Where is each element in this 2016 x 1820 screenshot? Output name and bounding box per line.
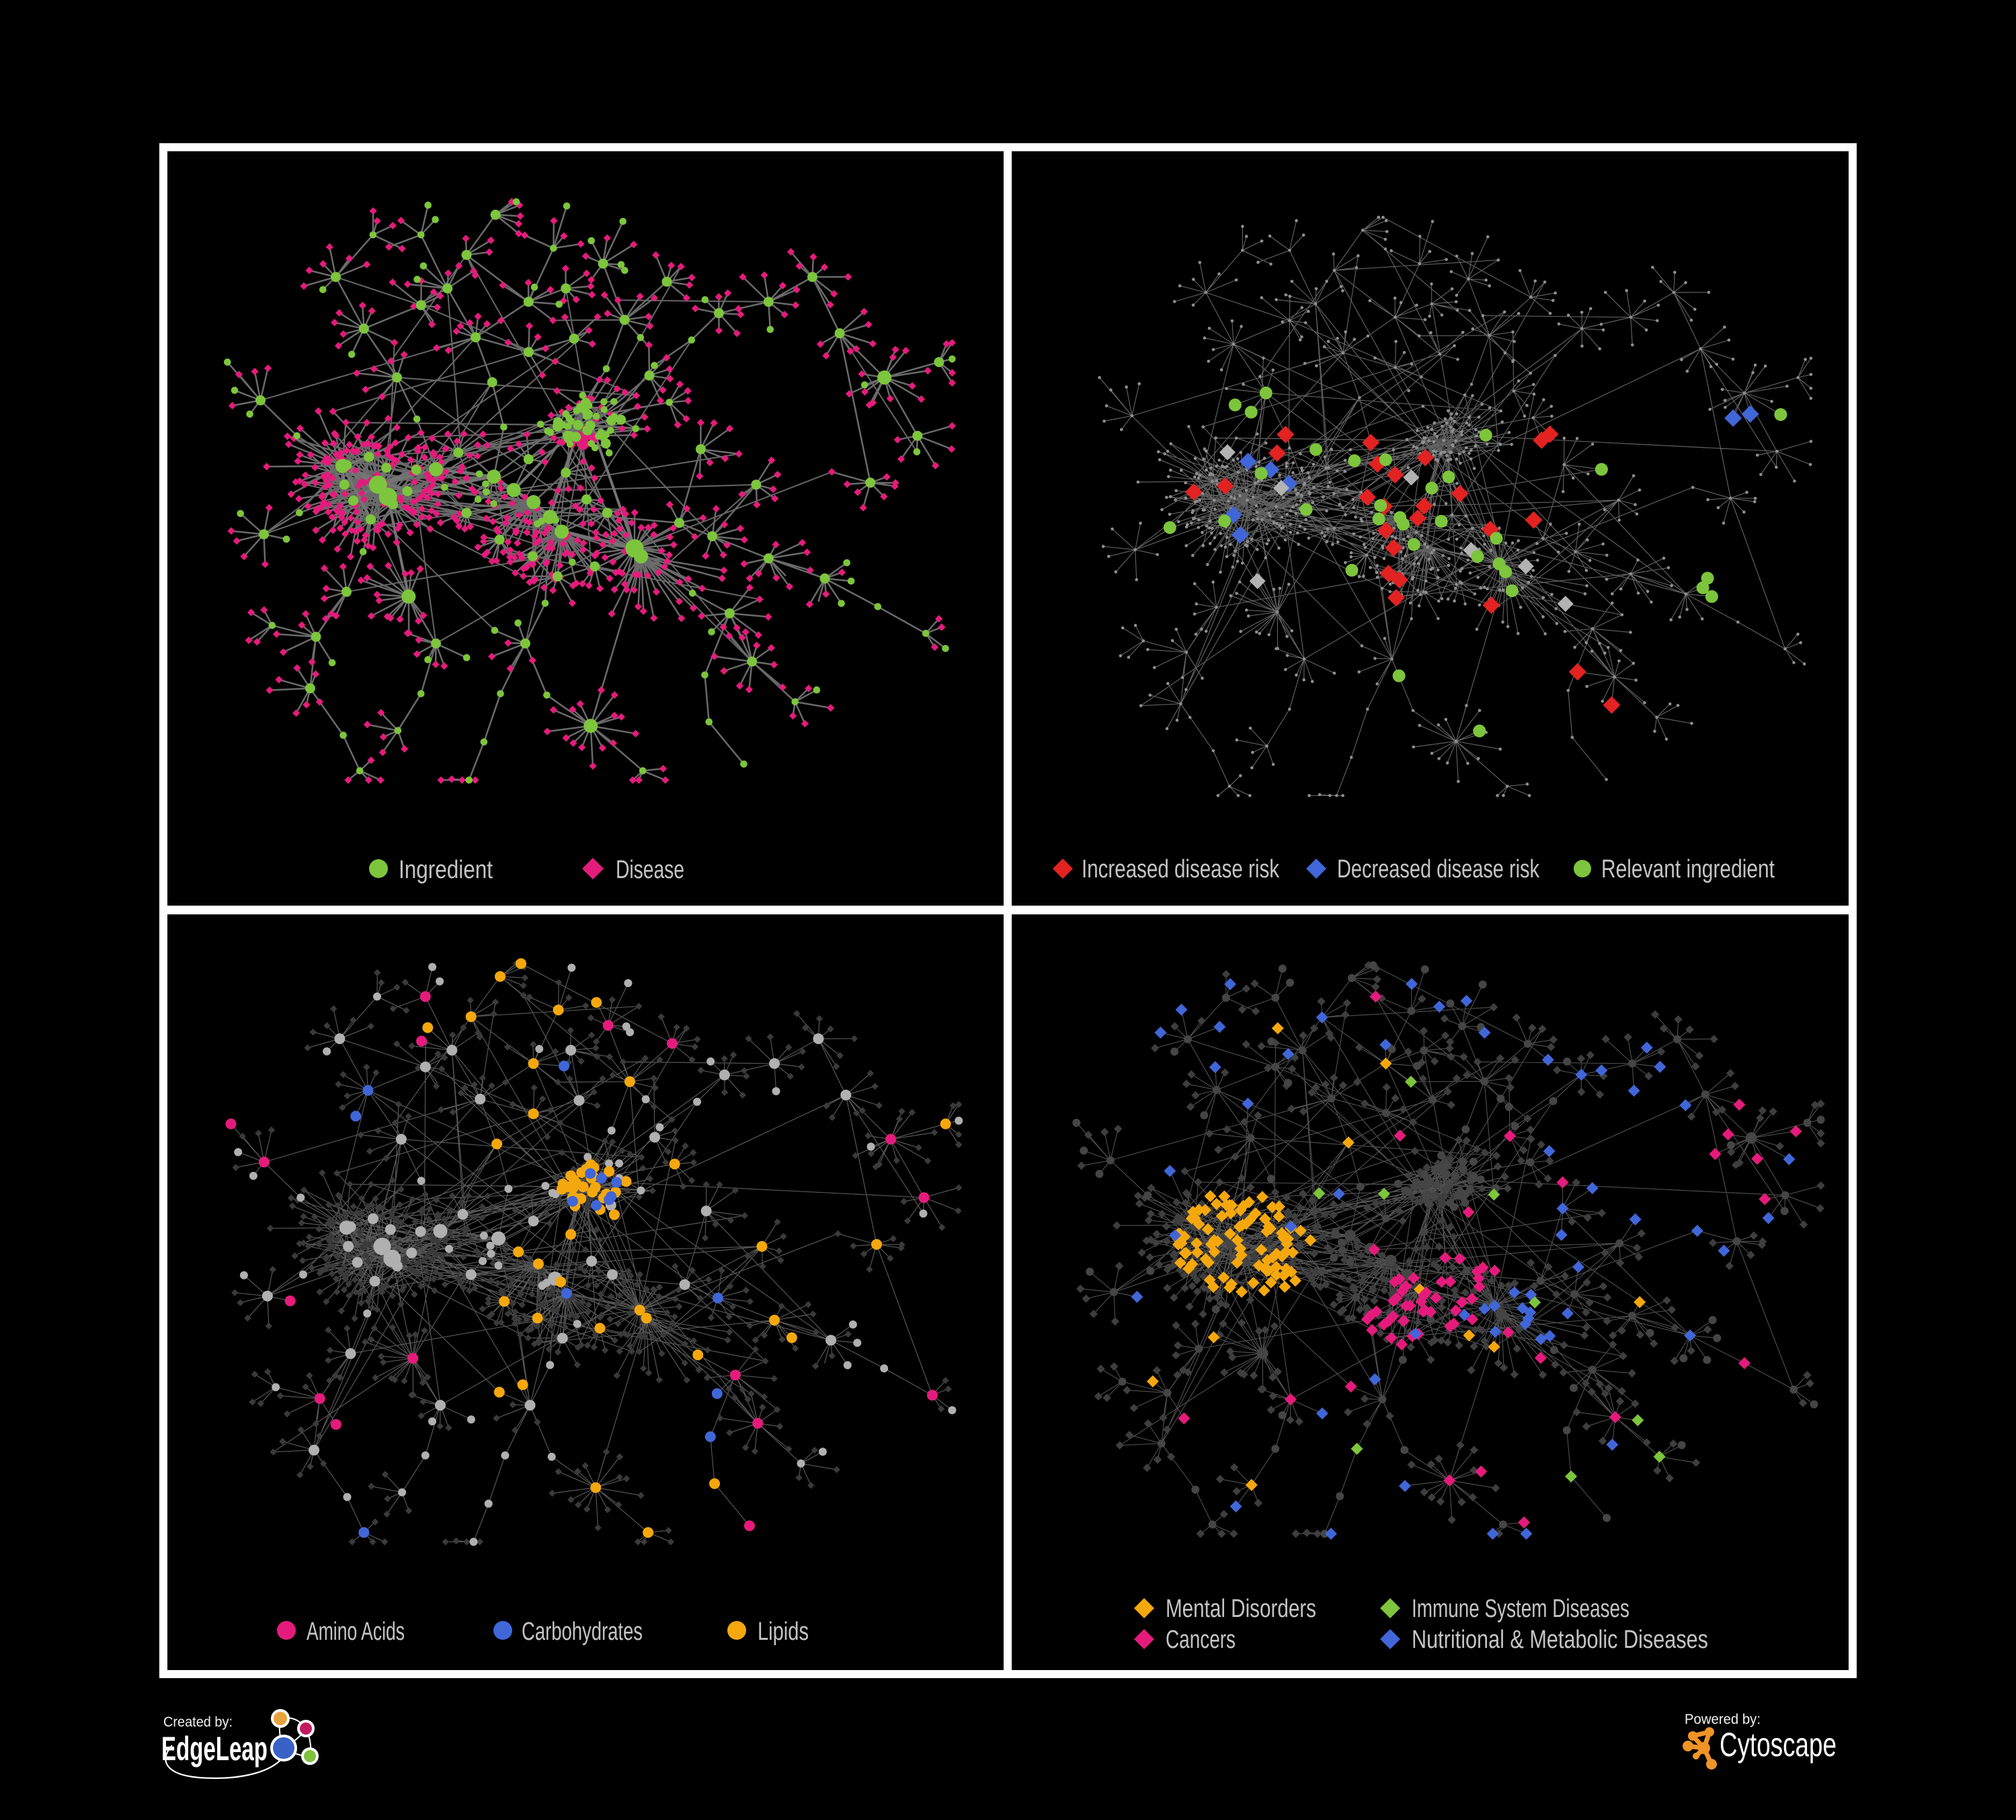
- svg-text:Decreased disease risk: Decreased disease risk: [1337, 855, 1540, 883]
- svg-text:Ingredient: Ingredient: [399, 856, 493, 884]
- svg-text:Amino Acids: Amino Acids: [307, 1618, 405, 1646]
- svg-text:Lipids: Lipids: [758, 1618, 809, 1646]
- svg-text:Disease: Disease: [616, 856, 684, 884]
- svg-text:Immune System Diseases: Immune System Diseases: [1412, 1595, 1629, 1623]
- svg-text:Mental Disorders: Mental Disorders: [1166, 1595, 1316, 1623]
- svg-text:Relevant ingredient: Relevant ingredient: [1601, 855, 1775, 883]
- svg-text:Cancers: Cancers: [1166, 1626, 1236, 1654]
- svg-text:EdgeLeap: EdgeLeap: [161, 1730, 268, 1768]
- svg-text:Cytoscape: Cytoscape: [1720, 1726, 1837, 1764]
- svg-text:Increased disease risk: Increased disease risk: [1082, 855, 1280, 883]
- svg-text:Created by:: Created by:: [163, 1714, 233, 1730]
- svg-text:Powered by:: Powered by:: [1685, 1712, 1761, 1727]
- svg-text:Carbohydrates: Carbohydrates: [522, 1618, 643, 1646]
- svg-text:Nutritional & Metabolic Diseas: Nutritional & Metabolic Diseases: [1412, 1626, 1708, 1654]
